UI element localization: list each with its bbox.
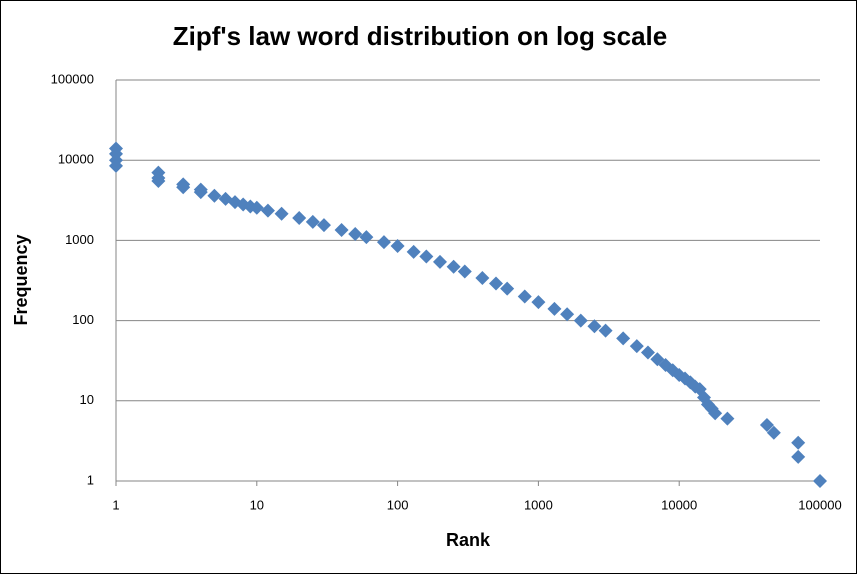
data-point [640, 345, 655, 360]
data-point [766, 425, 781, 440]
data-point [587, 319, 602, 334]
x-tick-label: 10 [250, 497, 264, 512]
data-point [249, 200, 264, 215]
data-point [348, 227, 363, 242]
data-point [176, 180, 191, 195]
data-point [457, 264, 472, 279]
data-point [517, 289, 532, 304]
data-point [500, 281, 515, 296]
data-point [376, 235, 391, 250]
y-tick-label: 100 [72, 312, 94, 327]
data-point [109, 158, 123, 173]
data-point [629, 339, 644, 354]
data-point [292, 211, 307, 226]
data-point [419, 249, 434, 264]
data-point [560, 307, 575, 322]
y-tick-label: 10000 [58, 152, 94, 167]
data-point [274, 206, 289, 221]
data-point [489, 276, 504, 291]
data-point [598, 323, 613, 338]
data-point [305, 214, 320, 229]
data-point [151, 174, 166, 189]
data-point [547, 301, 562, 316]
data-point [720, 411, 735, 426]
y-tick-label: 10 [80, 392, 94, 407]
data-point [359, 230, 374, 245]
data-point [406, 244, 421, 259]
y-tick-label: 100000 [51, 71, 94, 86]
chart-title: Zipf's law word distribution on log scal… [173, 21, 667, 51]
data-point [791, 449, 806, 464]
data-point [813, 474, 827, 488]
data-point [390, 239, 405, 254]
x-tick-label: 1 [112, 497, 119, 512]
y-tick-label: 1000 [65, 232, 94, 247]
x-tick-label: 10000 [661, 497, 697, 512]
data-point [316, 218, 331, 233]
data-point [334, 222, 349, 237]
data-point [193, 185, 208, 200]
data-point [791, 435, 806, 450]
data-point [759, 417, 774, 432]
data-point [573, 313, 588, 328]
data-point [616, 331, 631, 346]
data-point [260, 203, 275, 218]
x-tick-label: 100000 [798, 497, 841, 512]
x-axis-title: Rank [446, 530, 491, 550]
data-point [207, 188, 222, 203]
x-tick-label: 1000 [524, 497, 553, 512]
y-tick-label: 1 [87, 472, 94, 487]
data-point [446, 259, 461, 274]
data-point [432, 254, 447, 269]
data-point [531, 295, 546, 310]
data-point [708, 406, 723, 421]
y-axis-title: Frequency [11, 234, 31, 325]
data-point [475, 270, 490, 285]
x-tick-label: 100 [387, 497, 409, 512]
